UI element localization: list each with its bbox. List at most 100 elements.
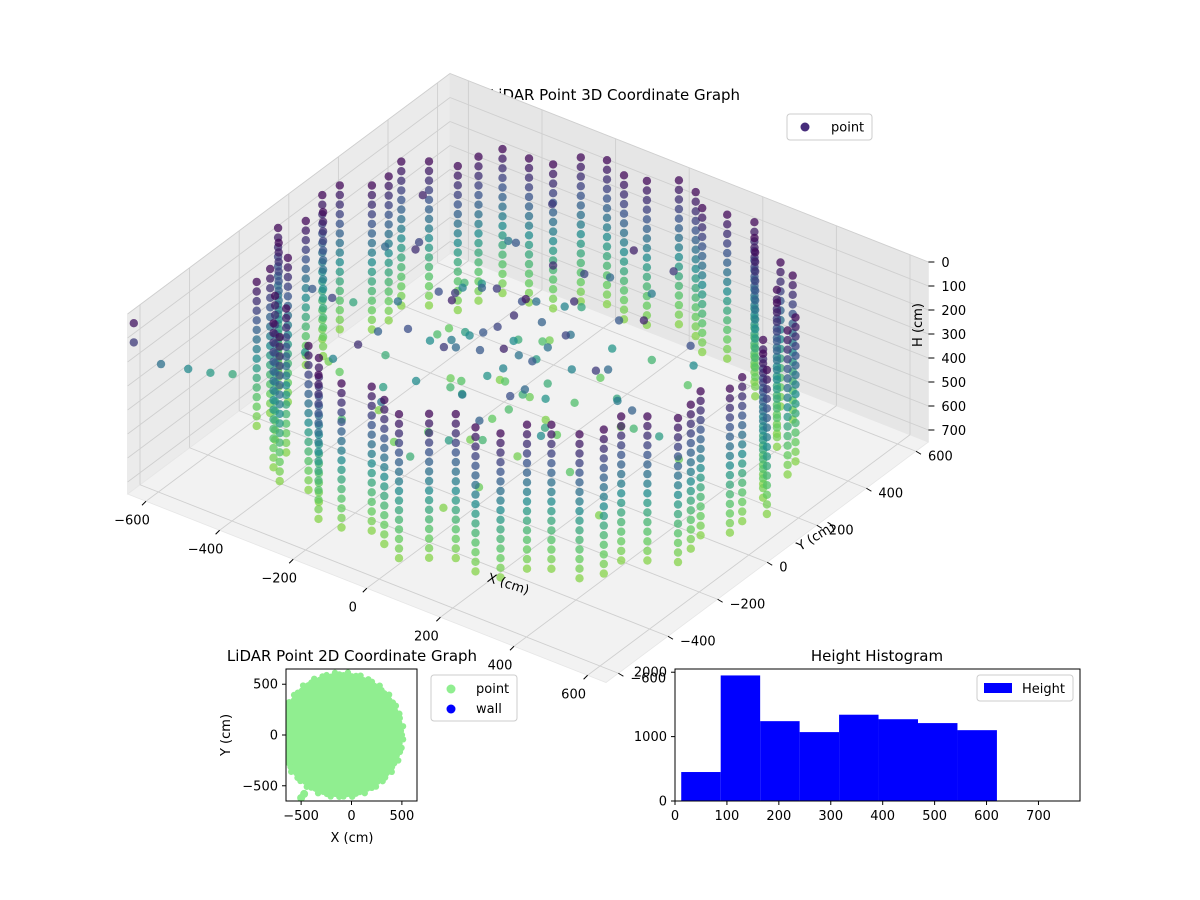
- point-3d: [576, 249, 585, 258]
- point-3d: [674, 214, 684, 223]
- point-3d: [304, 341, 313, 351]
- point-3d: [447, 296, 457, 305]
- point-3d: [548, 217, 558, 227]
- point-3d: [411, 245, 420, 254]
- point-3d: [270, 310, 280, 320]
- point-2d: [286, 752, 290, 759]
- point-3d: [275, 352, 284, 361]
- point-3d: [424, 176, 434, 185]
- point-3d: [791, 380, 800, 389]
- point-3d: [301, 293, 310, 302]
- point-3d: [474, 171, 483, 181]
- point-3d: [698, 347, 707, 357]
- point-3d: [384, 287, 393, 296]
- point-3d: [522, 420, 532, 429]
- point-3d: [642, 243, 652, 253]
- point-3d: [335, 296, 344, 305]
- point-3d: [698, 299, 707, 309]
- point-3d: [772, 423, 782, 432]
- point-3d: [619, 267, 629, 276]
- point-3d: [384, 201, 393, 210]
- point-3d: [471, 567, 480, 576]
- point-3d: [725, 499, 735, 509]
- point-3d: [643, 527, 652, 536]
- point-3d: [266, 274, 275, 283]
- y-tick-label-hist: 2000: [634, 666, 667, 681]
- point-3d: [337, 446, 346, 455]
- point-3d: [498, 144, 507, 154]
- point-3d: [776, 277, 785, 286]
- point-3d: [337, 379, 346, 388]
- point-3d: [394, 496, 404, 505]
- point-3d: [762, 413, 772, 423]
- point-3d: [269, 386, 278, 395]
- point-3d: [619, 247, 629, 257]
- point-3d: [424, 448, 434, 457]
- point-3d: [314, 485, 323, 495]
- point-3d: [367, 267, 377, 277]
- point-3d: [565, 467, 575, 477]
- point-3d: [304, 456, 313, 466]
- point-3d: [318, 255, 328, 265]
- point-3d: [446, 383, 455, 392]
- point-3d: [669, 267, 678, 276]
- point-3d: [394, 554, 404, 563]
- point-3d: [686, 477, 695, 486]
- point-3d: [496, 486, 505, 496]
- point-3d: [642, 272, 652, 282]
- point-3d: [318, 332, 328, 342]
- point-3d: [269, 367, 278, 376]
- point-3d: [397, 157, 406, 166]
- point-3d: [451, 457, 460, 467]
- point-3d: [673, 442, 683, 452]
- point-3d: [282, 400, 291, 409]
- point-3d: [751, 286, 760, 295]
- chart-2d-legend: point wall: [430, 674, 518, 722]
- histogram-bar: [918, 723, 958, 801]
- point-3d: [723, 220, 732, 229]
- grid-y-floor: [139, 484, 619, 674]
- point-3d: [397, 186, 406, 195]
- point-3d: [318, 200, 327, 209]
- point-3d: [575, 574, 584, 583]
- point-3d: [496, 477, 505, 486]
- point-3d: [381, 351, 390, 360]
- point-3d: [686, 515, 695, 525]
- point-3d: [425, 336, 435, 345]
- point-3d: [725, 518, 735, 528]
- point-3d: [318, 246, 328, 255]
- point-3d: [474, 258, 483, 267]
- point-3d: [691, 235, 700, 245]
- point-3d: [275, 332, 284, 342]
- point-3d: [269, 405, 278, 414]
- y-tick-label: 0: [779, 560, 787, 575]
- point-3d: [547, 487, 556, 497]
- point-3d: [762, 481, 772, 490]
- point-3d: [301, 284, 310, 293]
- point-3d: [547, 545, 556, 554]
- point-3d: [522, 497, 532, 506]
- point-3d: [252, 402, 261, 411]
- point-3d: [575, 554, 584, 564]
- point-3d: [570, 297, 579, 306]
- point-3d: [394, 506, 404, 515]
- point-3d: [673, 519, 683, 528]
- point-3d: [783, 383, 792, 393]
- point-3d: [691, 331, 700, 341]
- point-3d: [318, 265, 328, 274]
- point-3d: [328, 293, 337, 303]
- point-3d: [471, 509, 480, 518]
- point-3d: [547, 449, 556, 458]
- point-3d: [673, 548, 683, 557]
- point-3d: [275, 457, 284, 467]
- point-3d: [397, 176, 406, 185]
- point-3d: [602, 232, 612, 242]
- point-3d: [301, 216, 310, 226]
- point-3d: [772, 365, 782, 375]
- point-3d: [451, 467, 460, 476]
- point-3d: [304, 370, 313, 379]
- point-3d: [547, 439, 556, 449]
- point-3d: [499, 364, 508, 373]
- point-3d: [380, 405, 389, 414]
- point-3d: [453, 181, 462, 190]
